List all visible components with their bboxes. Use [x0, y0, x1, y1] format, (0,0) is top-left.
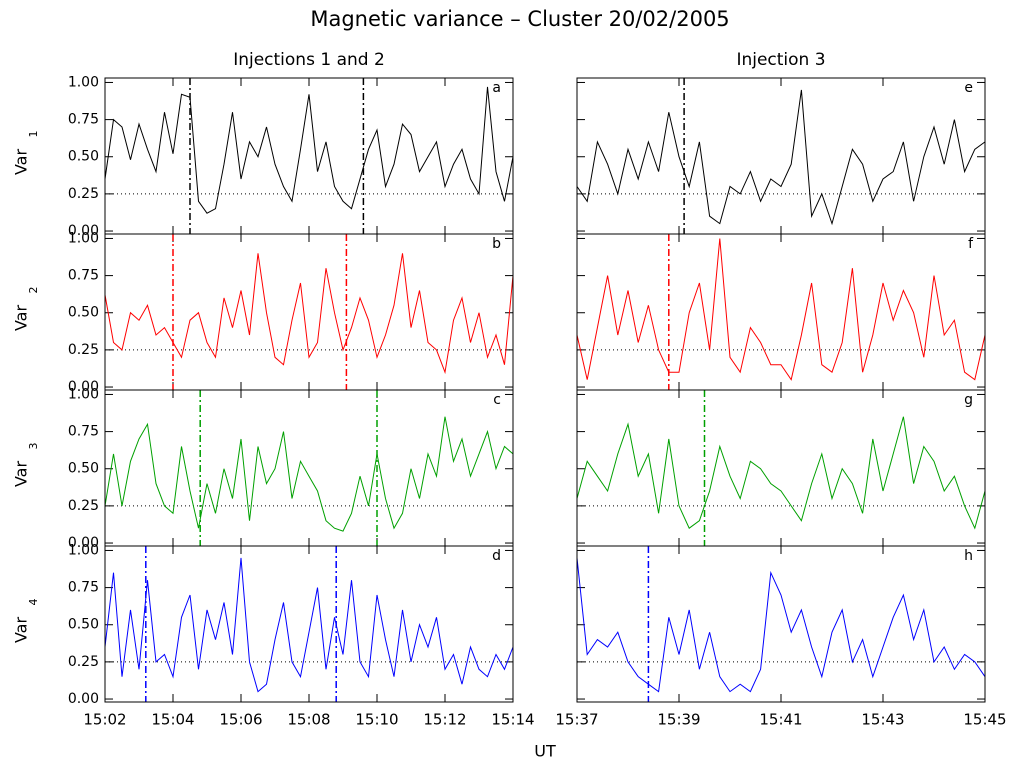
x-tick-label: 15:41 [759, 711, 802, 729]
y-tick-label: 0.50 [68, 461, 99, 477]
data-line [576, 89, 986, 226]
y-tick-label: 1.00 [68, 230, 99, 246]
y-axis-label: Var [12, 149, 31, 176]
data-line [104, 86, 514, 214]
y-tick-label: 0.75 [68, 580, 99, 596]
x-axis-label: UT [534, 742, 556, 761]
y-tick-label: 1.00 [68, 386, 99, 402]
panel-label: g [964, 392, 973, 408]
y-tick-label: 0.00 [68, 379, 99, 395]
data-line [576, 238, 986, 381]
y-tick-label: 0.25 [68, 498, 99, 514]
x-tick-label: 15:37 [555, 711, 598, 729]
y-axis-label-sub: 3 [27, 443, 40, 450]
x-tick-label: 15:02 [83, 711, 126, 729]
y-tick-label: 0.75 [68, 424, 99, 440]
panel-title: Injection 3 [736, 50, 825, 70]
x-tick-label: 15:06 [219, 711, 262, 729]
y-tick-label: 1.00 [68, 74, 99, 90]
x-tick-label: 15:14 [491, 711, 534, 729]
chart-title: Magnetic variance – Cluster 20/02/2005 [310, 7, 729, 31]
panel-label: b [492, 236, 501, 252]
y-tick-label: 0.50 [68, 305, 99, 321]
y-axis-label-sub: 1 [27, 131, 40, 138]
x-tick-label: 15:08 [287, 711, 330, 729]
x-tick-label: 15:45 [963, 711, 1006, 729]
x-tick-label: 15:43 [861, 711, 904, 729]
y-tick-label: 0.00 [68, 223, 99, 239]
plot-frame [104, 545, 514, 703]
plot-frame [576, 233, 986, 391]
y-axis-label: Var [12, 617, 31, 644]
data-line [104, 416, 514, 532]
data-line [576, 557, 986, 693]
y-axis-label: Var [12, 305, 31, 332]
panel-label: d [492, 548, 501, 564]
panel-label: c [493, 392, 501, 408]
plot-frame [104, 77, 514, 235]
panel-label: a [492, 80, 501, 96]
x-tick-label: 15:39 [657, 711, 700, 729]
y-tick-label: 0.75 [68, 268, 99, 284]
y-tick-label: 0.25 [68, 186, 99, 202]
y-tick-label: 1.00 [68, 542, 99, 558]
plot-frame [104, 233, 514, 391]
y-tick-label: 0.25 [68, 342, 99, 358]
data-line [576, 416, 986, 530]
x-tick-label: 15:04 [151, 711, 194, 729]
y-tick-label: 0.25 [68, 654, 99, 670]
panel-label: h [964, 548, 973, 564]
plot-frame [576, 545, 986, 703]
x-tick-label: 15:10 [355, 711, 398, 729]
y-axis-label: Var [12, 461, 31, 488]
y-tick-label: 0.00 [68, 691, 99, 707]
data-line [104, 557, 514, 693]
y-axis-label-sub: 4 [27, 599, 40, 606]
y-axis-label-sub: 2 [27, 287, 40, 294]
plot-frame [576, 389, 986, 547]
panel-title: Injections 1 and 2 [233, 50, 385, 70]
x-tick-label: 15:12 [423, 711, 466, 729]
data-line [104, 253, 514, 375]
y-tick-label: 0.50 [68, 149, 99, 165]
y-tick-label: 0.00 [68, 535, 99, 551]
plot-frame [104, 389, 514, 547]
y-tick-label: 0.50 [68, 617, 99, 633]
y-tick-label: 0.75 [68, 112, 99, 128]
panel-label: e [964, 80, 973, 96]
panel-label: f [968, 236, 974, 252]
